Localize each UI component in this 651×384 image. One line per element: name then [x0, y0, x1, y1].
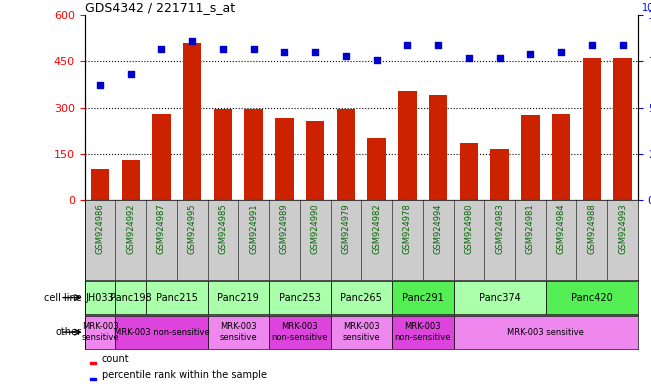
Bar — [85, 316, 115, 349]
Bar — [90, 362, 96, 364]
Bar — [490, 149, 509, 200]
Bar — [214, 109, 232, 200]
Text: Panc265: Panc265 — [340, 293, 382, 303]
Bar — [613, 58, 632, 200]
Point — [187, 38, 197, 44]
Bar — [521, 115, 540, 200]
Point — [433, 42, 443, 48]
Text: MRK-003 non-sensitive: MRK-003 non-sensitive — [114, 328, 210, 337]
Text: 100%: 100% — [642, 3, 651, 13]
Bar — [275, 118, 294, 200]
Bar — [546, 281, 638, 314]
Text: GSM924982: GSM924982 — [372, 204, 381, 254]
Bar — [183, 43, 201, 200]
Point — [464, 55, 474, 61]
Bar — [269, 316, 331, 349]
Text: other: other — [55, 327, 81, 337]
Text: GSM924991: GSM924991 — [249, 204, 258, 254]
Text: GSM924986: GSM924986 — [96, 204, 105, 255]
Point — [217, 45, 229, 51]
Text: Panc219: Panc219 — [217, 293, 259, 303]
Point — [156, 45, 167, 51]
Text: GSM924989: GSM924989 — [280, 204, 289, 254]
Text: GSM924978: GSM924978 — [403, 204, 412, 255]
Text: Panc198: Panc198 — [110, 293, 152, 303]
Bar — [337, 109, 355, 200]
Text: Panc253: Panc253 — [279, 293, 321, 303]
Point — [587, 42, 597, 48]
Text: cell line: cell line — [44, 293, 81, 303]
Text: GSM924981: GSM924981 — [526, 204, 535, 254]
Bar — [429, 95, 447, 200]
Text: GSM924984: GSM924984 — [557, 204, 566, 254]
Bar — [208, 281, 269, 314]
Text: MRK-003
sensitive: MRK-003 sensitive — [81, 323, 119, 342]
Text: GSM924987: GSM924987 — [157, 204, 166, 255]
Bar — [454, 316, 638, 349]
Text: GSM924995: GSM924995 — [187, 204, 197, 254]
Point — [556, 49, 566, 55]
Text: count: count — [102, 354, 129, 364]
Bar — [460, 143, 478, 200]
Text: MRK-003
sensitive: MRK-003 sensitive — [342, 323, 380, 342]
Text: GSM924992: GSM924992 — [126, 204, 135, 254]
Point — [126, 71, 136, 78]
Point — [525, 51, 536, 57]
Bar — [392, 316, 454, 349]
Text: MRK-003
sensitive: MRK-003 sensitive — [219, 323, 257, 342]
Text: GSM924993: GSM924993 — [618, 204, 627, 254]
Text: GSM924990: GSM924990 — [311, 204, 320, 254]
Text: GSM924985: GSM924985 — [219, 204, 227, 254]
Bar — [269, 281, 331, 314]
Bar — [85, 281, 115, 314]
Text: GSM924988: GSM924988 — [587, 204, 596, 255]
Bar — [454, 281, 546, 314]
Bar — [367, 138, 386, 200]
Bar — [90, 169, 109, 200]
Text: GDS4342 / 221711_s_at: GDS4342 / 221711_s_at — [85, 1, 235, 14]
Bar — [583, 58, 601, 200]
Bar — [331, 281, 392, 314]
Bar — [306, 121, 324, 200]
Point — [495, 55, 505, 61]
Text: JH033: JH033 — [86, 293, 115, 303]
Bar — [115, 316, 208, 349]
Bar — [208, 316, 269, 349]
Text: Panc215: Panc215 — [156, 293, 198, 303]
Point — [249, 45, 259, 51]
Text: MRK-003
non-sensitive: MRK-003 non-sensitive — [395, 323, 451, 342]
Text: Panc420: Panc420 — [571, 293, 613, 303]
Point — [95, 82, 105, 88]
Text: MRK-003 sensitive: MRK-003 sensitive — [507, 328, 584, 337]
Text: GSM924979: GSM924979 — [341, 204, 350, 254]
Bar — [331, 316, 392, 349]
Text: Panc374: Panc374 — [478, 293, 521, 303]
Bar — [552, 114, 570, 200]
Bar — [398, 91, 417, 200]
Point — [372, 56, 382, 63]
Point — [617, 42, 628, 48]
Text: GSM924980: GSM924980 — [464, 204, 473, 254]
Text: GSM924994: GSM924994 — [434, 204, 443, 254]
Bar — [152, 114, 171, 200]
Point — [402, 42, 413, 48]
Bar — [146, 281, 208, 314]
Bar — [90, 378, 96, 380]
Bar — [115, 281, 146, 314]
Point — [279, 49, 290, 55]
Point — [340, 53, 351, 59]
Point — [310, 49, 320, 55]
Text: MRK-003
non-sensitive: MRK-003 non-sensitive — [271, 323, 328, 342]
Text: percentile rank within the sample: percentile rank within the sample — [102, 370, 266, 380]
Bar — [245, 109, 263, 200]
Bar — [122, 160, 140, 200]
Text: Panc291: Panc291 — [402, 293, 444, 303]
Text: GSM924983: GSM924983 — [495, 204, 504, 255]
Bar — [392, 281, 454, 314]
